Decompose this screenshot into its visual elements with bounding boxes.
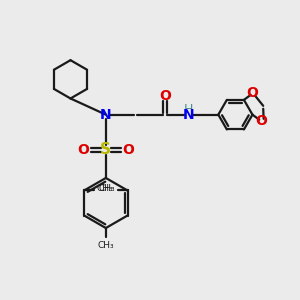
- Text: CH₃: CH₃: [97, 184, 113, 193]
- Text: S: S: [100, 142, 111, 158]
- Text: O: O: [246, 86, 258, 100]
- Text: O: O: [159, 89, 171, 103]
- Text: N: N: [100, 108, 112, 122]
- Text: CH₃: CH₃: [98, 184, 115, 193]
- Text: CH₃: CH₃: [98, 241, 114, 250]
- Text: O: O: [77, 143, 89, 157]
- Text: N: N: [182, 108, 194, 122]
- Text: O: O: [123, 143, 134, 157]
- Text: O: O: [255, 114, 267, 128]
- Text: H: H: [184, 103, 193, 116]
